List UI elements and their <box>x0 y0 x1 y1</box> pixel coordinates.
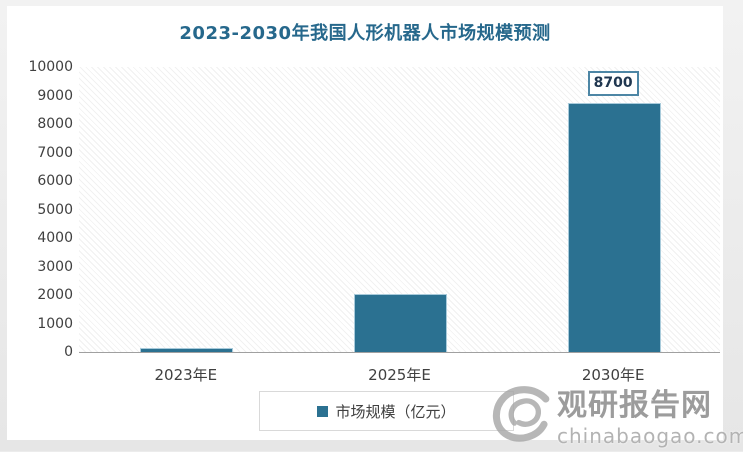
plot-area: 8700 <box>79 67 720 353</box>
y-axis-tick-label: 4000 <box>37 230 73 246</box>
y-axis-tick-label: 3000 <box>37 258 73 275</box>
y-axis-tick-label: 7000 <box>37 144 73 161</box>
legend: 市场规模（亿元） <box>259 391 514 431</box>
x-axis: 2023年E 2025年E 2030年E <box>79 364 720 388</box>
legend-marker-icon <box>317 405 329 417</box>
y-axis: 0 1000 2000 3000 4000 5000 6000 7000 8000 9000 100… <box>7 59 79 360</box>
x-axis-label-2030年E: 2030年E <box>581 366 645 384</box>
x-axis-label-2023年E: 2023年E <box>154 366 218 384</box>
chart-title: 2023-2030年我国人形机器人市场规模预测 <box>179 23 551 44</box>
y-axis-tick-label: 0 <box>64 344 73 360</box>
y-axis-tick-label: 10000 <box>28 59 73 75</box>
watermark-domain: chinabaogao.com <box>557 424 743 448</box>
y-axis-tick-label: 2000 <box>37 287 73 303</box>
y-axis-tick-label: 8000 <box>37 116 73 132</box>
x-axis-label-2025年E: 2025年E <box>368 366 431 384</box>
bar-2030年E <box>567 103 661 352</box>
bar-2023年E <box>140 348 234 352</box>
chart-canvas: 2023-2030年我国人形机器人市场规模预测 0 1000 2000 3000 400… <box>7 6 743 448</box>
y-axis-tick-label: 5000 <box>37 201 73 218</box>
data-label-2030年E: 8700 <box>587 71 639 97</box>
bar-2025年E <box>354 294 447 352</box>
watermark: 观研报告网 chinabaogao.com <box>491 378 743 452</box>
y-axis-tick-label: 9000 <box>37 87 73 104</box>
y-axis-tick-label: 1000 <box>37 315 73 332</box>
y-axis-tick-label: 6000 <box>37 173 73 189</box>
legend-label: 市场规模（亿元） <box>335 402 456 421</box>
